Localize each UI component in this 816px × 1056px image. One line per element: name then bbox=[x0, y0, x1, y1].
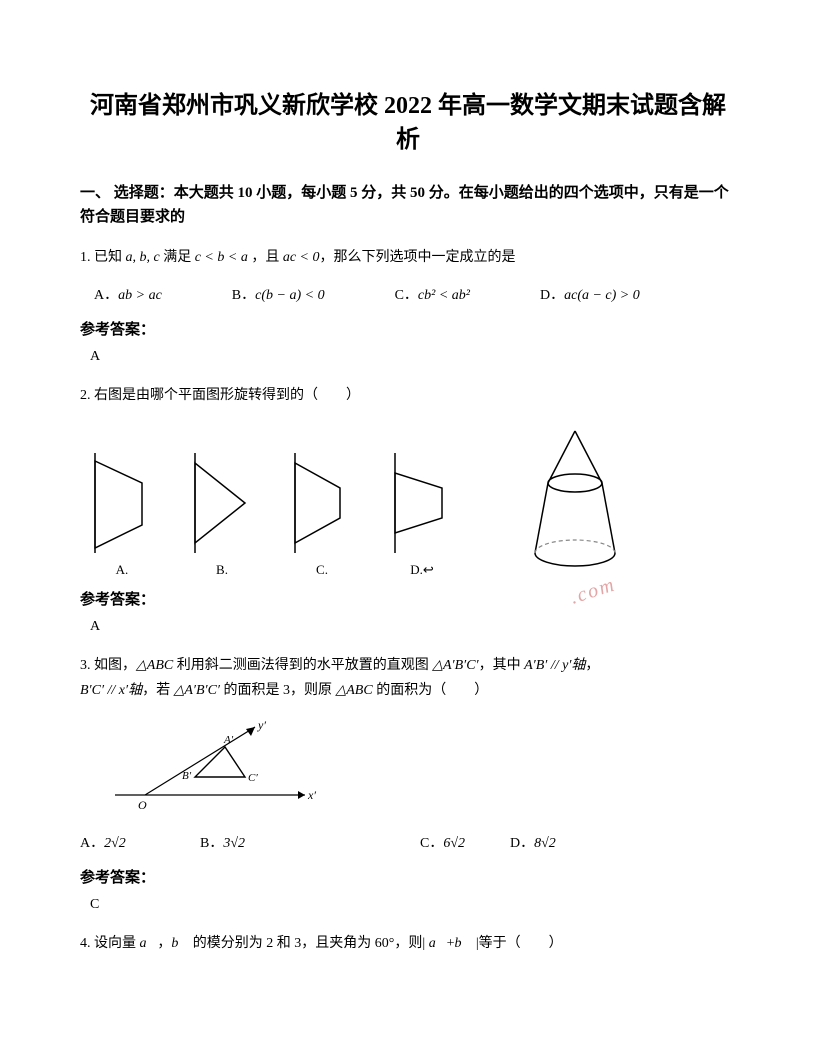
q2-fig-b-svg bbox=[180, 453, 264, 553]
q3-optC-math: 6√2 bbox=[443, 836, 465, 851]
q1-optB-label: B． bbox=[232, 288, 255, 303]
q1-optB-math: c(b − a) < 0 bbox=[255, 288, 324, 303]
q2-label-d: D.↩ bbox=[380, 562, 464, 578]
q1-cond1: c < b < a bbox=[195, 250, 248, 265]
q3-diagram-svg: x′ y′ O A′ B′ C′ bbox=[110, 717, 320, 817]
svg-text:x′: x′ bbox=[307, 788, 316, 802]
q1-option-a: A．ab > ac bbox=[94, 284, 162, 304]
q3-m4: B′C′ // x′轴 bbox=[80, 683, 142, 698]
page-title: 河南省郑州市巩义新欣学校 2022 年高一数学文期末试题含解析 bbox=[80, 90, 736, 157]
q3-e: ，若 bbox=[142, 683, 174, 698]
q4-v4: b⃗ bbox=[454, 936, 472, 951]
q4-v3: a⃗ bbox=[429, 936, 447, 951]
q3-m2: △A′B′C′ bbox=[432, 658, 478, 673]
q1-options: A．ab > ac B．c(b − a) < 0 C．cb² < ab² D．a… bbox=[94, 284, 736, 304]
q1-stem-a: 1. 已知 bbox=[80, 250, 126, 265]
q1-stem-d: ，那么下列选项中一定成立的是 bbox=[320, 250, 516, 265]
q3-diagram: x′ y′ O A′ B′ C′ bbox=[110, 717, 736, 822]
q3-optA-label: A． bbox=[80, 836, 104, 851]
question-4: 4. 设向量 a⃗，b⃗ 的模分别为 2 和 3，且夹角为 60°，则| a⃗+… bbox=[80, 931, 736, 956]
q1-optD-label: D． bbox=[540, 288, 564, 303]
q3-answer: C bbox=[90, 897, 736, 913]
q2-fig-a-svg bbox=[80, 453, 164, 553]
q1-cond2: ac < 0 bbox=[283, 250, 320, 265]
q3-optB-label: B． bbox=[200, 836, 223, 851]
q3-m5: △A′B′C′ bbox=[174, 683, 220, 698]
q2-figures: A. B. C. D.↩ bbox=[80, 423, 736, 578]
question-2: 2. 右图是由哪个平面图形旋转得到的（ ） bbox=[80, 383, 736, 408]
q4-e: |等于（ ） bbox=[472, 936, 562, 951]
q3-m3: A′B′ // y′轴 bbox=[524, 658, 585, 673]
q4-v1: a⃗ bbox=[140, 936, 158, 951]
q1-optA-label: A． bbox=[94, 288, 118, 303]
q2-solid-svg bbox=[520, 423, 630, 573]
q4-c: 的模分别为 2 和 3，且夹角为 60°，则| bbox=[189, 936, 428, 951]
q1-answer-label: 参考答案： bbox=[80, 318, 736, 339]
q3-a: 3. 如图， bbox=[80, 658, 136, 673]
q1-var: a, b, c bbox=[126, 250, 160, 265]
q3-m6: △ABC bbox=[335, 683, 372, 698]
q2-fig-d-svg bbox=[380, 453, 464, 553]
q2-solid bbox=[520, 423, 630, 578]
q3-b: 利用斜二测画法得到的水平放置的直观图 bbox=[173, 658, 432, 673]
section-header: 一、 选择题：本大题共 10 小题，每小题 5 分，共 50 分。在每小题给出的… bbox=[80, 181, 736, 229]
q3-optA-math: 2√2 bbox=[104, 836, 126, 851]
q1-option-d: D．ac(a − c) > 0 bbox=[540, 284, 640, 304]
q2-fig-c-svg bbox=[280, 453, 364, 553]
q2-answer: A bbox=[90, 619, 736, 635]
q2-label-b: B. bbox=[180, 562, 264, 578]
q2-fig-b: B. bbox=[180, 453, 264, 578]
q1-stem-c: ，且 bbox=[248, 250, 283, 265]
q1-option-b: B．c(b − a) < 0 bbox=[232, 284, 325, 304]
q3-f: 的面积是 3，则原 bbox=[220, 683, 336, 698]
q3-options: A．2√2 B．3√2 C．6√2 D．8√2 bbox=[80, 832, 736, 852]
q2-label-c: C. bbox=[280, 562, 364, 578]
q1-stem-b: 满足 bbox=[160, 250, 195, 265]
q3-optC-label: C． bbox=[420, 836, 443, 851]
q3-option-a: A．2√2 bbox=[80, 832, 200, 852]
q1-optD-math: ac(a − c) > 0 bbox=[564, 288, 640, 303]
svg-text:y′: y′ bbox=[257, 718, 266, 732]
q3-m1: △ABC bbox=[136, 658, 173, 673]
q2-answer-label: 参考答案： bbox=[80, 588, 736, 609]
question-3: 3. 如图，△ABC 利用斜二测画法得到的水平放置的直观图 △A′B′C′，其中… bbox=[80, 653, 736, 703]
q4-b: ， bbox=[157, 936, 171, 951]
q3-g: 的面积为（ ） bbox=[373, 683, 489, 698]
svg-text:O: O bbox=[138, 798, 147, 812]
q3-optD-label: D． bbox=[510, 836, 534, 851]
q4-v2: b⃗ bbox=[171, 936, 189, 951]
svg-text:C′: C′ bbox=[248, 772, 258, 784]
svg-text:A′: A′ bbox=[223, 734, 234, 746]
q2-fig-a: A. bbox=[80, 453, 164, 578]
svg-text:B′: B′ bbox=[182, 770, 192, 782]
q1-answer: A bbox=[90, 349, 736, 365]
q3-option-d: D．8√2 bbox=[510, 832, 556, 852]
question-1: 1. 已知 a, b, c 满足 c < b < a ，且 ac < 0，那么下… bbox=[80, 245, 736, 270]
q3-option-c: C．6√2 bbox=[420, 832, 510, 852]
q2-fig-c: C. bbox=[280, 453, 364, 578]
q3-optB-math: 3√2 bbox=[223, 836, 245, 851]
q3-option-b: B．3√2 bbox=[200, 832, 420, 852]
q1-optC-math: cb² < ab² bbox=[418, 288, 470, 303]
q1-option-c: C．cb² < ab² bbox=[395, 284, 470, 304]
q2-fig-d: D.↩ bbox=[380, 453, 464, 578]
q3-d: ， bbox=[585, 658, 599, 673]
q1-optC-label: C． bbox=[395, 288, 418, 303]
q2-label-a: A. bbox=[80, 562, 164, 578]
q4-a: 4. 设向量 bbox=[80, 936, 140, 951]
q1-optA-math: ab > ac bbox=[118, 288, 162, 303]
q3-optD-math: 8√2 bbox=[534, 836, 556, 851]
q3-answer-label: 参考答案： bbox=[80, 866, 736, 887]
q3-c: ，其中 bbox=[479, 658, 525, 673]
